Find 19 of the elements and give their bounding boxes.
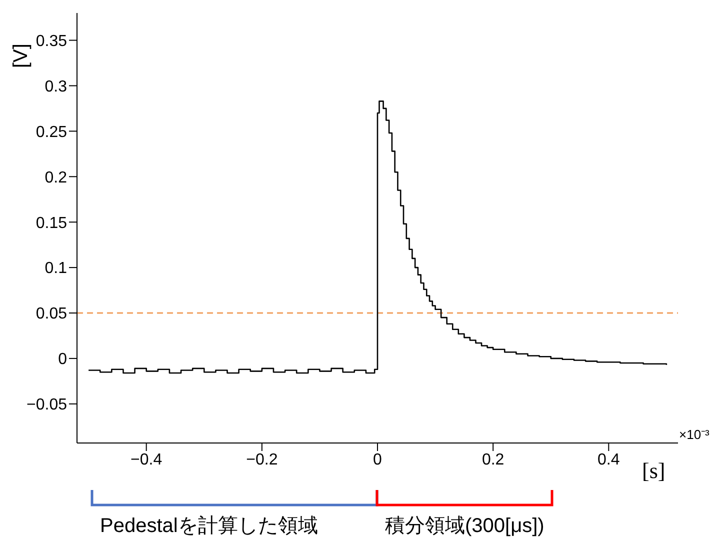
text: Pedestalを計算した領域 [100,514,318,539]
x-tick-label: 0.4 [598,451,620,468]
text: ×10⁻³ [679,426,710,443]
y-tick-label: 0.35 [36,32,68,50]
text: 積分領域(300[μs]) [385,514,544,539]
y-tick-label: 0.3 [44,78,68,96]
x-tick-label: 0 [373,451,382,468]
x-tick-label: −0.4 [130,451,162,468]
x-tick-label: 0.2 [482,451,504,468]
y-tick-label: 0.25 [36,124,68,141]
y-tick-label: −0.05 [26,396,68,414]
y-tick-label: 0.15 [36,214,68,232]
x-tick-label: −0.2 [246,451,278,468]
x-axis-title: [s] [642,458,666,484]
y-tick-label: 0.1 [44,260,68,278]
y-tick-label: 0 [58,351,68,368]
y-tick-label: 0.2 [44,169,68,186]
y-tick-label: 0.05 [36,306,68,323]
y-axis-title: [V] [10,44,33,68]
